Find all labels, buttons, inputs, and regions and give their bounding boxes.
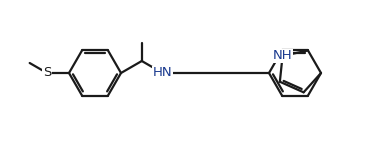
Text: S: S <box>43 67 51 80</box>
Text: HN: HN <box>153 67 173 80</box>
Text: NH: NH <box>273 49 292 62</box>
